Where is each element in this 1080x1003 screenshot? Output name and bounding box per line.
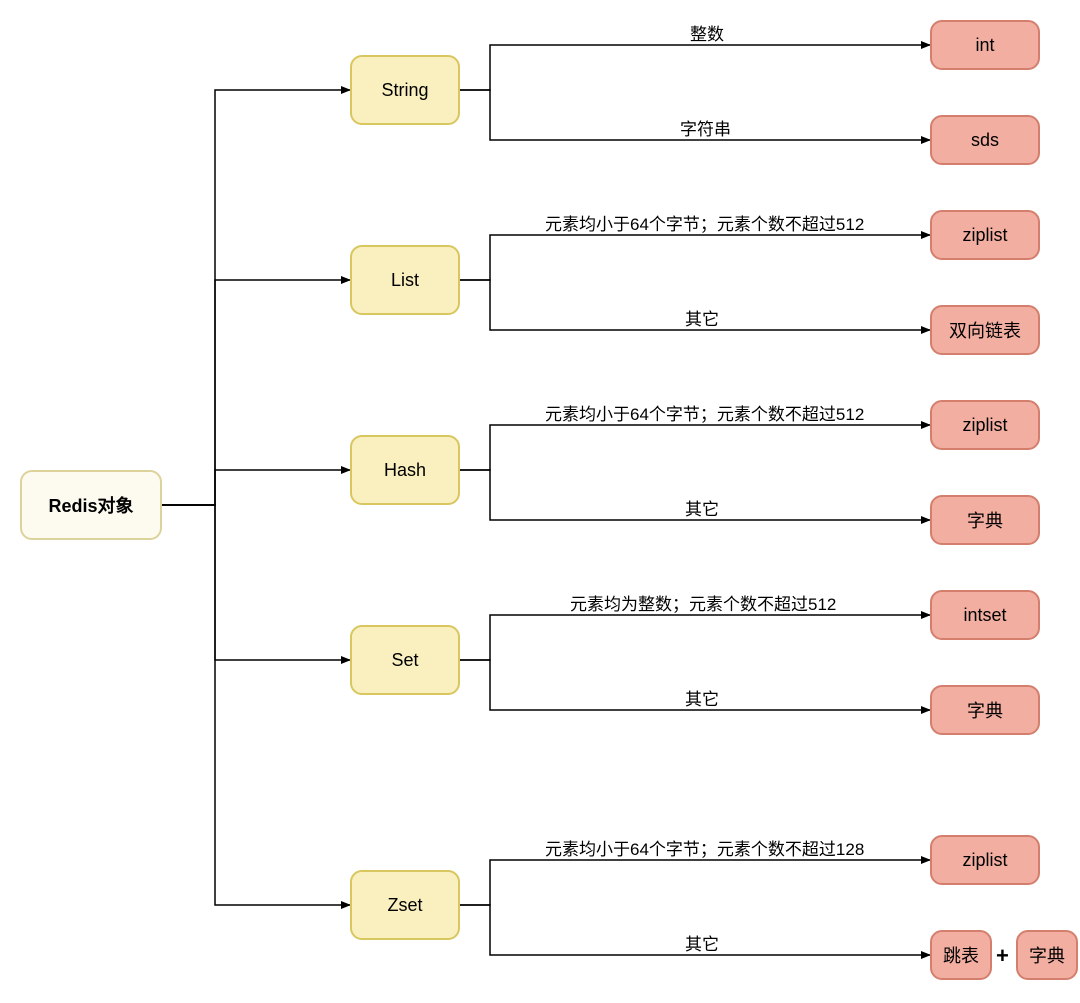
node-label: ziplist <box>962 415 1007 436</box>
node-label: ziplist <box>962 225 1007 246</box>
node-zset: Zset <box>350 870 460 940</box>
node-label: Set <box>391 650 418 671</box>
edge-zset-ziplist3 <box>460 860 930 905</box>
node-label: sds <box>971 130 999 151</box>
node-label: String <box>381 80 428 101</box>
node-label: Redis对象 <box>48 492 133 518</box>
edge-root-list <box>162 280 350 505</box>
edge-list-ziplist1 <box>460 235 930 280</box>
edge-label: 元素均小于64个字节；元素个数不超过512 <box>545 210 864 235</box>
edge-root-zset <box>162 505 350 905</box>
node-dict3: 字典 <box>1016 930 1078 980</box>
edges-layer <box>0 0 1080 1003</box>
edge-root-string <box>162 90 350 505</box>
node-intset: intset <box>930 590 1040 640</box>
node-label: intset <box>963 605 1006 626</box>
edge-label: 其它 <box>685 305 719 330</box>
node-string: String <box>350 55 460 125</box>
node-label: Hash <box>384 460 426 481</box>
plus-icon: + <box>996 943 1009 969</box>
node-ziplist1: ziplist <box>930 210 1040 260</box>
node-label: 跳表 <box>943 942 979 968</box>
node-set: Set <box>350 625 460 695</box>
edge-label: 字符串 <box>680 115 731 140</box>
edge-label: 元素均为整数；元素个数不超过512 <box>570 590 836 615</box>
node-label: List <box>391 270 419 291</box>
edge-label: 元素均小于64个字节；元素个数不超过512 <box>545 400 864 425</box>
node-skiplist: 跳表 <box>930 930 992 980</box>
node-list: List <box>350 245 460 315</box>
edge-set-intset <box>460 615 930 660</box>
node-dict1: 字典 <box>930 495 1040 545</box>
edge-hash-ziplist2 <box>460 425 930 470</box>
node-label: 字典 <box>967 697 1003 723</box>
edge-label: 其它 <box>685 930 719 955</box>
edge-string-int <box>460 45 930 90</box>
node-dict2: 字典 <box>930 685 1040 735</box>
node-root: Redis对象 <box>20 470 162 540</box>
node-label: 字典 <box>967 507 1003 533</box>
diagram-canvas: Redis对象 String List Hash Set Zset int sds ziplis… <box>0 0 1080 1003</box>
edge-label: 元素均小于64个字节；元素个数不超过128 <box>545 835 864 860</box>
node-label: ziplist <box>962 850 1007 871</box>
node-label: 双向链表 <box>949 317 1021 343</box>
node-label: 字典 <box>1029 942 1065 968</box>
node-label: Zset <box>387 895 422 916</box>
node-ziplist3: ziplist <box>930 835 1040 885</box>
edge-label: 其它 <box>685 495 719 520</box>
node-hash: Hash <box>350 435 460 505</box>
node-dlist: 双向链表 <box>930 305 1040 355</box>
edge-label: 其它 <box>685 685 719 710</box>
edge-root-hash <box>162 470 350 505</box>
node-int: int <box>930 20 1040 70</box>
node-label: int <box>975 35 994 56</box>
node-sds: sds <box>930 115 1040 165</box>
node-ziplist2: ziplist <box>930 400 1040 450</box>
edge-root-set <box>162 505 350 660</box>
edge-label: 整数 <box>690 20 724 45</box>
